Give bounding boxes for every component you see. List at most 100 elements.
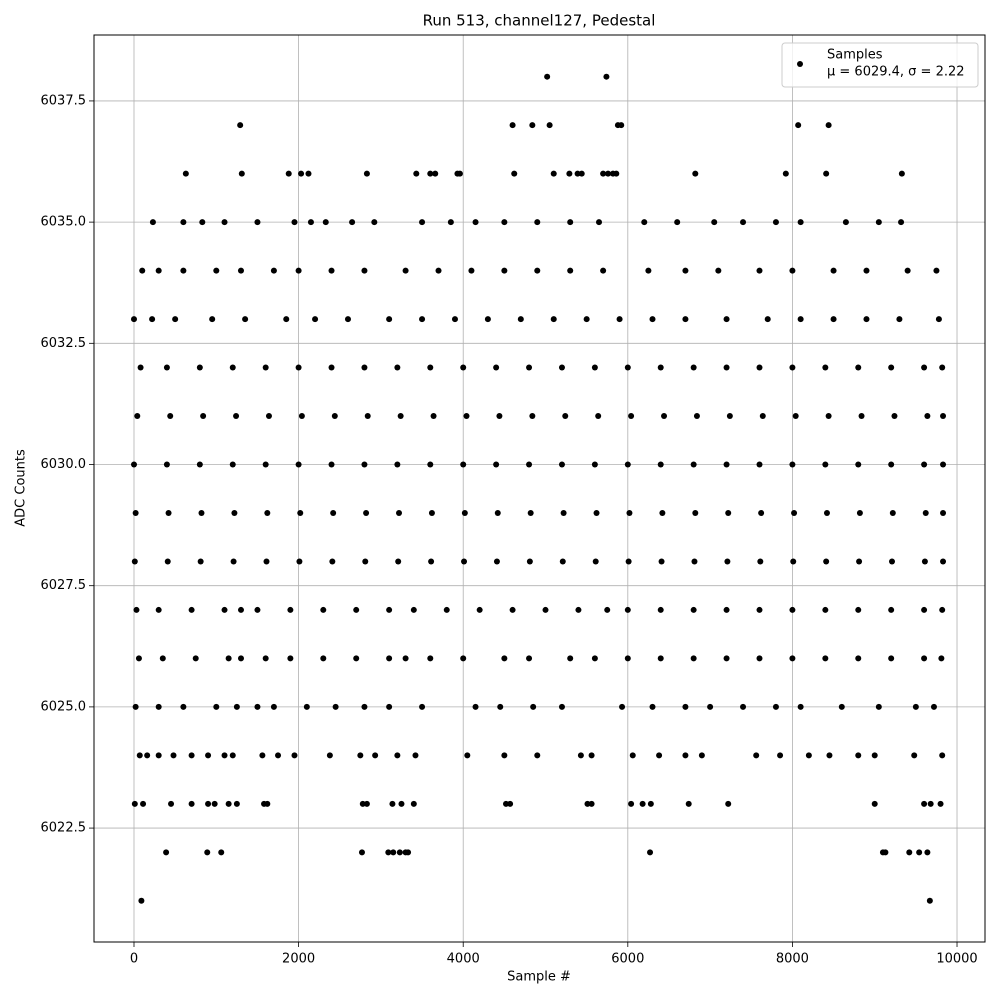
point xyxy=(138,897,145,904)
point xyxy=(926,897,933,904)
point xyxy=(939,752,946,759)
point xyxy=(264,800,271,807)
point xyxy=(871,800,878,807)
point xyxy=(740,703,747,710)
point xyxy=(371,219,378,226)
point xyxy=(443,606,450,613)
point xyxy=(756,655,763,662)
point xyxy=(344,316,351,323)
point xyxy=(263,558,270,565)
point xyxy=(591,461,598,468)
point xyxy=(891,413,898,420)
point xyxy=(711,219,718,226)
point xyxy=(558,461,565,468)
point xyxy=(168,800,175,807)
point xyxy=(364,413,371,420)
x-tick-label: 4000 xyxy=(447,952,480,967)
point xyxy=(233,703,240,710)
point xyxy=(496,413,503,420)
x-axis-label: Sample # xyxy=(507,970,571,985)
point xyxy=(237,655,244,662)
point xyxy=(725,509,732,516)
point xyxy=(863,267,870,274)
point xyxy=(144,752,151,759)
point xyxy=(451,316,458,323)
point xyxy=(363,170,370,177)
point xyxy=(398,800,405,807)
point xyxy=(939,364,946,371)
point xyxy=(772,703,779,710)
point xyxy=(921,655,928,662)
point xyxy=(204,849,211,856)
point xyxy=(567,655,574,662)
point xyxy=(188,800,195,807)
point xyxy=(888,364,895,371)
point xyxy=(242,316,249,323)
point xyxy=(501,219,508,226)
point xyxy=(229,364,236,371)
point xyxy=(822,461,829,468)
point xyxy=(295,364,302,371)
point xyxy=(534,267,541,274)
point xyxy=(196,364,203,371)
point xyxy=(661,413,668,420)
y-tick-label: 6032.5 xyxy=(41,336,87,351)
point xyxy=(764,316,771,323)
point xyxy=(180,703,187,710)
point xyxy=(805,752,812,759)
point xyxy=(797,703,804,710)
point xyxy=(842,219,849,226)
point xyxy=(361,461,368,468)
point xyxy=(628,413,635,420)
point xyxy=(822,655,829,662)
point xyxy=(435,267,442,274)
point xyxy=(419,219,426,226)
point xyxy=(229,461,236,468)
point xyxy=(328,267,335,274)
point xyxy=(237,606,244,613)
point xyxy=(657,364,664,371)
point xyxy=(692,509,699,516)
point xyxy=(939,606,946,613)
point xyxy=(427,364,434,371)
point xyxy=(225,655,232,662)
point xyxy=(130,461,137,468)
point xyxy=(140,800,147,807)
point xyxy=(205,800,212,807)
point xyxy=(659,509,666,516)
point xyxy=(192,655,199,662)
point xyxy=(353,655,360,662)
point xyxy=(715,267,722,274)
point xyxy=(472,703,479,710)
point xyxy=(396,849,403,856)
point xyxy=(823,170,830,177)
point xyxy=(758,509,765,516)
point xyxy=(888,655,895,662)
point xyxy=(229,752,236,759)
point xyxy=(419,316,426,323)
point xyxy=(136,752,143,759)
point xyxy=(921,461,928,468)
point xyxy=(789,267,796,274)
point xyxy=(390,849,397,856)
y-tick-label: 6037.5 xyxy=(41,93,87,108)
point xyxy=(134,413,141,420)
point xyxy=(619,703,626,710)
point xyxy=(826,752,833,759)
point xyxy=(822,364,829,371)
point xyxy=(328,461,335,468)
point xyxy=(182,170,189,177)
point xyxy=(270,267,277,274)
point xyxy=(501,655,508,662)
point xyxy=(529,122,536,129)
point xyxy=(575,606,582,613)
point xyxy=(428,509,435,516)
point xyxy=(410,606,417,613)
point xyxy=(287,655,294,662)
point xyxy=(155,703,162,710)
point xyxy=(180,267,187,274)
point xyxy=(625,558,632,565)
point xyxy=(221,606,228,613)
point xyxy=(792,413,799,420)
point xyxy=(559,558,566,565)
